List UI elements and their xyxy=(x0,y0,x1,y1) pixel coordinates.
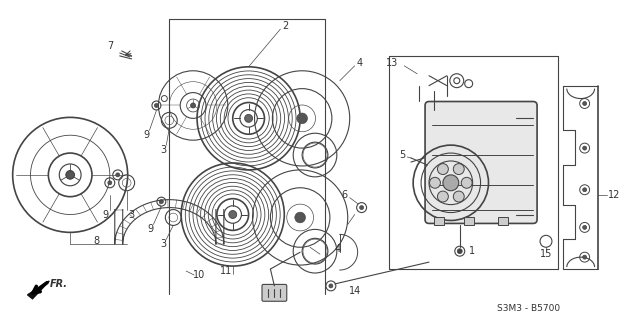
Circle shape xyxy=(461,177,472,188)
Text: 1: 1 xyxy=(469,246,475,256)
Text: 8: 8 xyxy=(94,236,100,246)
Circle shape xyxy=(583,101,587,106)
Circle shape xyxy=(457,249,462,254)
Circle shape xyxy=(329,284,333,288)
Circle shape xyxy=(229,211,237,219)
Text: 4: 4 xyxy=(335,244,341,254)
Bar xyxy=(434,218,444,225)
Circle shape xyxy=(443,175,458,191)
Text: 7: 7 xyxy=(107,41,113,51)
Circle shape xyxy=(453,164,464,174)
Circle shape xyxy=(190,103,196,108)
Bar xyxy=(464,218,474,225)
Text: 12: 12 xyxy=(608,190,620,200)
Circle shape xyxy=(438,164,448,174)
Circle shape xyxy=(583,188,587,192)
Circle shape xyxy=(154,103,158,108)
Text: 3: 3 xyxy=(128,210,135,220)
Circle shape xyxy=(244,114,253,122)
Circle shape xyxy=(66,171,74,179)
Text: 3: 3 xyxy=(160,239,166,249)
Text: 9: 9 xyxy=(103,210,109,220)
Text: 13: 13 xyxy=(386,58,399,68)
Text: S3M3 - B5700: S3M3 - B5700 xyxy=(497,304,559,313)
FancyBboxPatch shape xyxy=(262,284,287,301)
Text: 14: 14 xyxy=(349,286,361,296)
Text: FR.: FR. xyxy=(50,279,68,289)
Circle shape xyxy=(108,181,112,185)
Polygon shape xyxy=(27,281,50,299)
Circle shape xyxy=(429,177,441,188)
Text: 9: 9 xyxy=(147,224,154,234)
Circle shape xyxy=(359,206,364,210)
Circle shape xyxy=(438,191,448,202)
Circle shape xyxy=(583,255,587,259)
Circle shape xyxy=(116,173,120,177)
Text: 9: 9 xyxy=(144,130,150,140)
Text: 3: 3 xyxy=(160,145,166,155)
Text: 5: 5 xyxy=(399,150,405,160)
Text: 4: 4 xyxy=(357,58,363,68)
Bar xyxy=(498,218,509,225)
Text: 15: 15 xyxy=(540,249,552,259)
Text: 6: 6 xyxy=(342,190,348,200)
Text: 10: 10 xyxy=(193,270,205,280)
Circle shape xyxy=(583,146,587,150)
Circle shape xyxy=(583,225,587,229)
Circle shape xyxy=(453,191,464,202)
FancyBboxPatch shape xyxy=(425,101,537,223)
Circle shape xyxy=(159,200,163,204)
Text: 2: 2 xyxy=(282,21,288,31)
Circle shape xyxy=(297,113,307,124)
Circle shape xyxy=(295,212,305,223)
Text: 11: 11 xyxy=(220,266,232,276)
